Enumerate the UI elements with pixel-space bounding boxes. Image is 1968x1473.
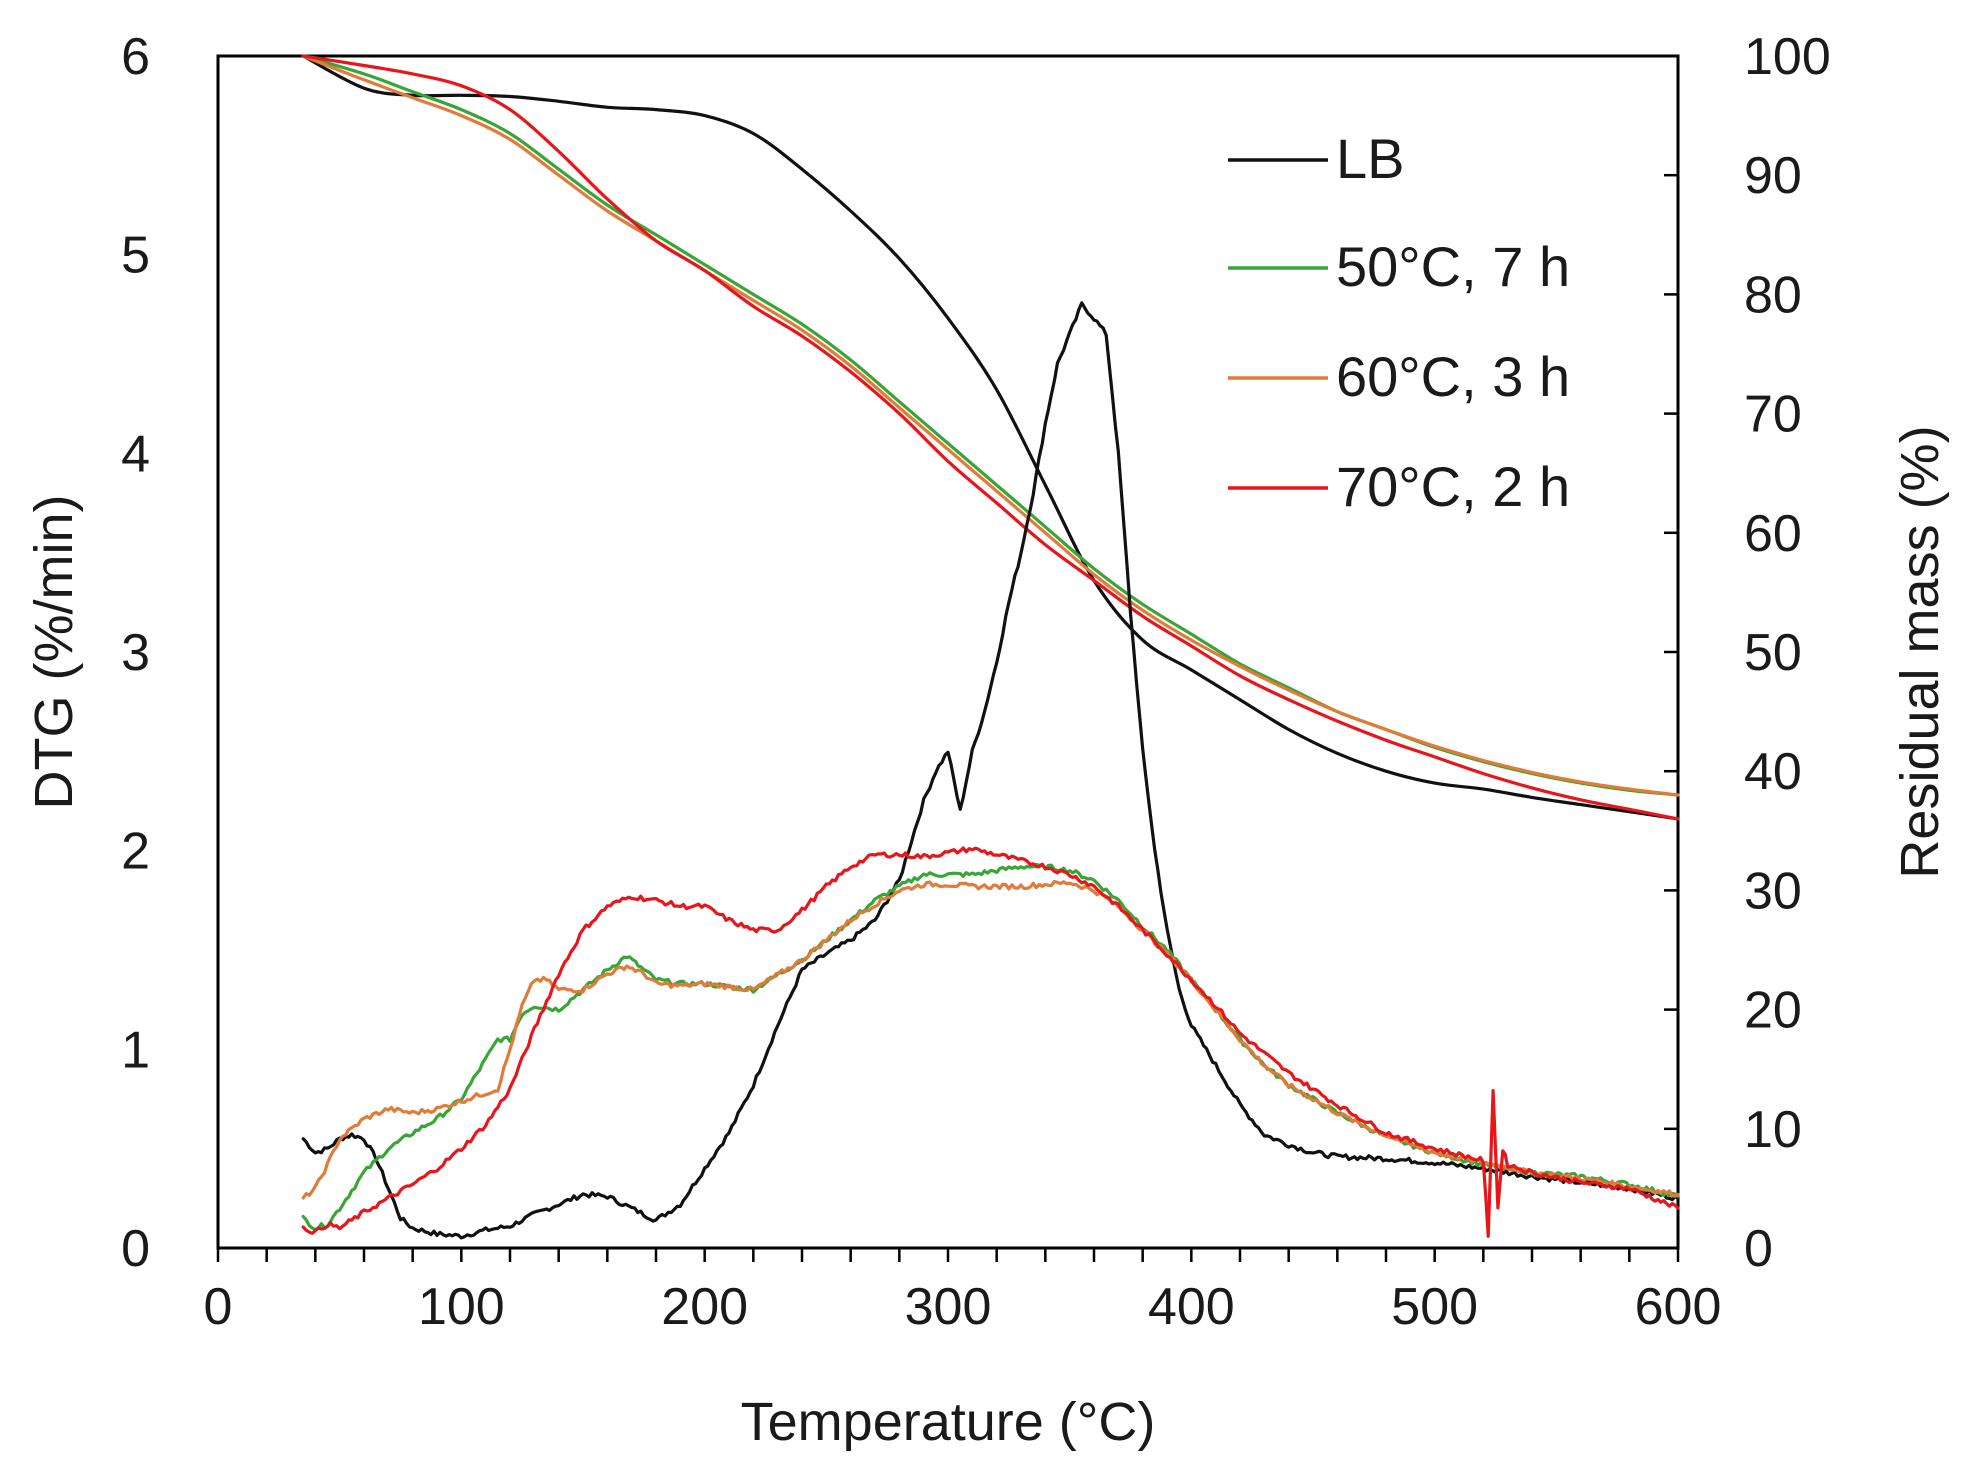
left-y-tick-label: 4 — [121, 425, 150, 483]
x-tick-label: 300 — [905, 1278, 992, 1336]
x-tick-label: 0 — [204, 1278, 233, 1336]
left-y-tick-label: 6 — [121, 28, 150, 86]
mass-line-60-c-3-h — [301, 54, 1680, 797]
legend-label-50c-7h: 50°C, 7 h — [1336, 235, 1570, 298]
legend-label-60c-3h: 60°C, 3 h — [1336, 345, 1570, 408]
right-y-tick-label: 40 — [1744, 743, 1802, 801]
x-tick-label: 400 — [1148, 1278, 1235, 1336]
right-y-tick-label: 20 — [1744, 982, 1802, 1040]
x-tick-label: 200 — [661, 1278, 748, 1336]
left-y-tick-label: 1 — [121, 1021, 150, 1079]
left-y-axis-ticks: 0 1 2 3 4 5 6 — [121, 28, 150, 1278]
right-y-axis-label: Residual mass (%) — [1890, 425, 1950, 878]
legend-label-lb: LB — [1336, 127, 1405, 190]
right-y-tick-label: 90 — [1744, 147, 1802, 205]
right-y-tick-label: 80 — [1744, 266, 1802, 324]
right-y-tick-label: 100 — [1744, 28, 1831, 86]
dtg-line-60-c-3-h — [301, 879, 1680, 1200]
right-y-tick-label: 50 — [1744, 624, 1802, 682]
right-y-tick-label: 30 — [1744, 862, 1802, 920]
left-y-tick-label: 2 — [121, 823, 150, 881]
dtg-line-lb — [301, 301, 1680, 1240]
left-y-axis-label: DTG (%/min) — [24, 495, 84, 810]
right-y-tick-label: 0 — [1744, 1220, 1773, 1278]
left-y-tick-label: 5 — [121, 227, 150, 285]
right-y-tick-label: 70 — [1744, 386, 1802, 444]
right-y-tick-label: 10 — [1744, 1101, 1802, 1159]
x-tick-label: 100 — [418, 1278, 505, 1336]
x-axis-label: Temperature (°C) — [741, 1392, 1156, 1452]
mass-line-70-c-2-h — [301, 54, 1680, 821]
right-y-tick-label: 60 — [1744, 505, 1802, 563]
series-lines — [301, 54, 1680, 1240]
x-tick-label: 600 — [1635, 1278, 1722, 1336]
left-y-tick-label: 3 — [121, 624, 150, 682]
mass-line-lb — [301, 54, 1680, 821]
dtg-line-70-c-2-h — [301, 846, 1680, 1238]
legend: LB 50°C, 7 h 60°C, 3 h 70°C, 2 h — [1228, 127, 1570, 518]
legend-label-70c-2h: 70°C, 2 h — [1336, 455, 1570, 518]
x-tick-label: 500 — [1391, 1278, 1478, 1336]
x-axis-ticks: 0 100 200 300 400 500 600 — [204, 1248, 1722, 1336]
right-y-axis-ticks: 0 10 20 30 40 50 60 70 80 90 100 — [1664, 28, 1831, 1278]
left-y-tick-label: 0 — [121, 1220, 150, 1278]
